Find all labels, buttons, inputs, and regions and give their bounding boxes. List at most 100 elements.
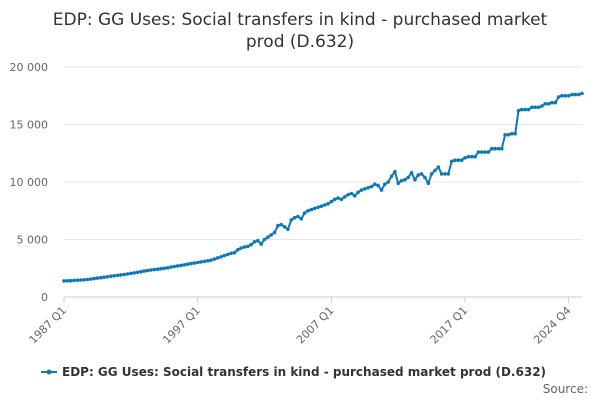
data-point[interactable] — [155, 267, 160, 272]
data-point[interactable] — [222, 253, 227, 258]
data-point[interactable] — [426, 181, 431, 185]
data-point[interactable] — [510, 131, 514, 136]
data-point[interactable] — [182, 263, 187, 267]
data-point[interactable] — [309, 207, 314, 212]
data-point[interactable] — [479, 150, 484, 154]
data-point[interactable] — [219, 254, 223, 259]
data-point[interactable] — [149, 268, 153, 272]
data-point[interactable] — [500, 146, 504, 151]
data-point[interactable] — [312, 206, 317, 211]
data-point[interactable] — [259, 242, 264, 246]
data-point[interactable] — [496, 146, 501, 151]
data-point[interactable] — [486, 150, 491, 154]
data-point[interactable] — [540, 104, 544, 108]
data-point[interactable] — [175, 264, 180, 268]
data-point[interactable] — [406, 175, 411, 180]
data-point[interactable] — [483, 150, 487, 154]
data-point[interactable] — [236, 248, 240, 252]
data-point[interactable] — [249, 242, 253, 247]
data-point[interactable] — [286, 227, 290, 231]
data-point[interactable] — [299, 217, 304, 221]
data-point[interactable] — [369, 184, 374, 189]
data-point[interactable] — [523, 107, 527, 112]
data-point[interactable] — [72, 278, 76, 283]
data-point[interactable] — [169, 265, 173, 269]
data-point[interactable] — [132, 271, 136, 275]
data-point[interactable] — [142, 269, 146, 273]
data-point[interactable] — [306, 209, 310, 213]
data-point[interactable] — [112, 274, 116, 278]
data-point[interactable] — [252, 240, 257, 244]
data-point[interactable] — [429, 172, 434, 176]
data-point[interactable] — [326, 202, 330, 206]
data-point[interactable] — [266, 235, 270, 239]
data-point[interactable] — [379, 188, 384, 192]
data-point[interactable] — [346, 192, 350, 197]
data-point[interactable] — [576, 92, 581, 97]
data-point[interactable] — [363, 187, 367, 191]
data-point[interactable] — [533, 105, 537, 110]
data-point[interactable] — [195, 260, 200, 265]
data-point[interactable] — [82, 278, 86, 282]
data-point[interactable] — [122, 272, 126, 277]
data-point[interactable] — [185, 262, 190, 267]
data-point[interactable] — [276, 223, 280, 228]
data-point[interactable] — [473, 154, 477, 159]
data-point[interactable] — [376, 183, 380, 188]
data-point[interactable] — [62, 279, 66, 283]
data-point[interactable] — [563, 94, 568, 98]
data-point[interactable] — [366, 186, 370, 190]
data-point[interactable] — [262, 237, 267, 242]
data-point[interactable] — [152, 267, 156, 272]
data-point[interactable] — [373, 182, 377, 187]
data-point[interactable] — [352, 194, 357, 198]
data-point[interactable] — [145, 268, 150, 273]
data-point[interactable] — [95, 276, 100, 280]
data-point[interactable] — [202, 259, 207, 264]
legend[interactable]: EDP: GG Uses: Social transfers in kind -… — [41, 365, 546, 379]
data-point[interactable] — [530, 105, 534, 110]
data-point[interactable] — [85, 277, 90, 282]
data-point[interactable] — [560, 94, 564, 98]
data-point[interactable] — [75, 278, 80, 283]
data-point[interactable] — [356, 190, 360, 195]
data-point[interactable] — [456, 158, 461, 162]
data-point[interactable] — [172, 264, 177, 269]
data-point[interactable] — [453, 158, 457, 162]
data-point[interactable] — [332, 197, 337, 202]
data-point[interactable] — [419, 172, 424, 176]
data-point[interactable] — [359, 188, 364, 192]
data-point[interactable] — [476, 150, 481, 154]
data-point[interactable] — [212, 257, 217, 261]
data-point[interactable] — [215, 256, 220, 260]
data-point[interactable] — [459, 158, 464, 162]
data-point[interactable] — [399, 179, 404, 183]
data-point[interactable] — [125, 272, 130, 276]
data-point[interactable] — [413, 177, 417, 182]
data-point[interactable] — [226, 252, 230, 257]
data-point[interactable] — [319, 204, 324, 208]
data-point[interactable] — [179, 263, 183, 268]
data-point[interactable] — [389, 174, 394, 179]
data-point[interactable] — [165, 266, 170, 270]
data-point[interactable] — [109, 274, 113, 279]
data-point[interactable] — [65, 279, 70, 283]
data-point[interactable] — [88, 277, 93, 281]
data-point[interactable] — [189, 261, 193, 266]
data-point[interactable] — [446, 172, 451, 176]
data-point[interactable] — [129, 271, 133, 276]
data-point[interactable] — [403, 177, 407, 182]
data-point[interactable] — [553, 100, 558, 105]
data-point[interactable] — [269, 233, 274, 237]
data-point[interactable] — [316, 205, 320, 210]
data-point[interactable] — [526, 107, 531, 112]
data-point[interactable] — [520, 107, 524, 112]
data-point[interactable] — [282, 225, 287, 229]
data-point[interactable] — [242, 245, 247, 249]
data-point[interactable] — [536, 105, 541, 110]
data-point[interactable] — [503, 133, 507, 137]
data-point[interactable] — [68, 278, 73, 283]
data-point[interactable] — [513, 131, 517, 136]
data-point[interactable] — [279, 222, 284, 227]
data-point[interactable] — [449, 159, 454, 164]
